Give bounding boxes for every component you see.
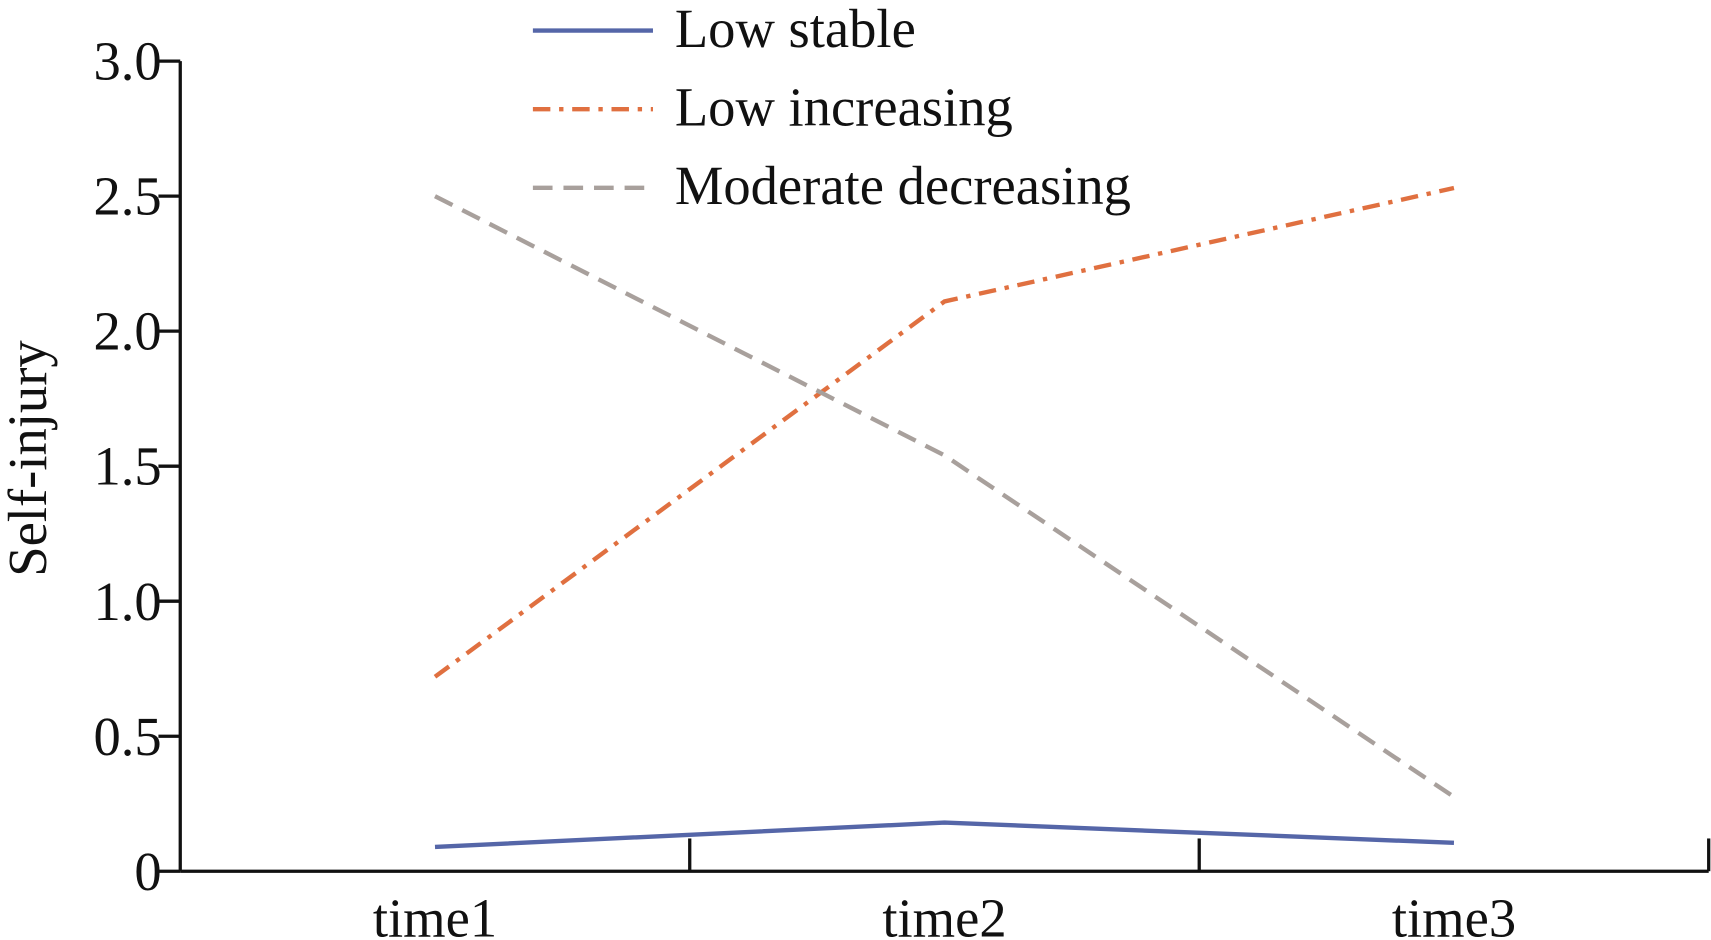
series-line-low-stable	[434, 820, 1455, 850]
x-tick-label: time3	[1392, 888, 1516, 940]
y-tick-label: 3.0	[93, 31, 161, 92]
y-tick-label: 1.0	[93, 571, 161, 632]
series-lines	[433, 185, 1456, 850]
legend-label: Low increasing	[675, 77, 1013, 138]
x-tick-label: time1	[373, 888, 497, 940]
series-line-moderate-decreasing	[434, 194, 1456, 799]
y-tick-label: 2.0	[93, 301, 161, 362]
x-tick-label: time2	[882, 888, 1006, 940]
y-tick-label: 1.5	[93, 436, 161, 497]
axes: 0 0.5 1.0 1.5 2.0 2.5 3.0 time1 time2 time3	[93, 31, 1711, 940]
legend-label: Moderate decreasing	[675, 155, 1131, 216]
legend-label: Low stable	[675, 0, 916, 59]
y-tick-label: 0	[134, 841, 161, 902]
legend: Low stable Low increasing Moderate decreas…	[532, 0, 1131, 216]
series-line-low-increasing	[433, 185, 1455, 679]
y-tick-label: 0.5	[93, 706, 161, 767]
y-axis-label: Self-injury	[0, 340, 58, 577]
y-tick-label: 2.5	[93, 166, 161, 227]
